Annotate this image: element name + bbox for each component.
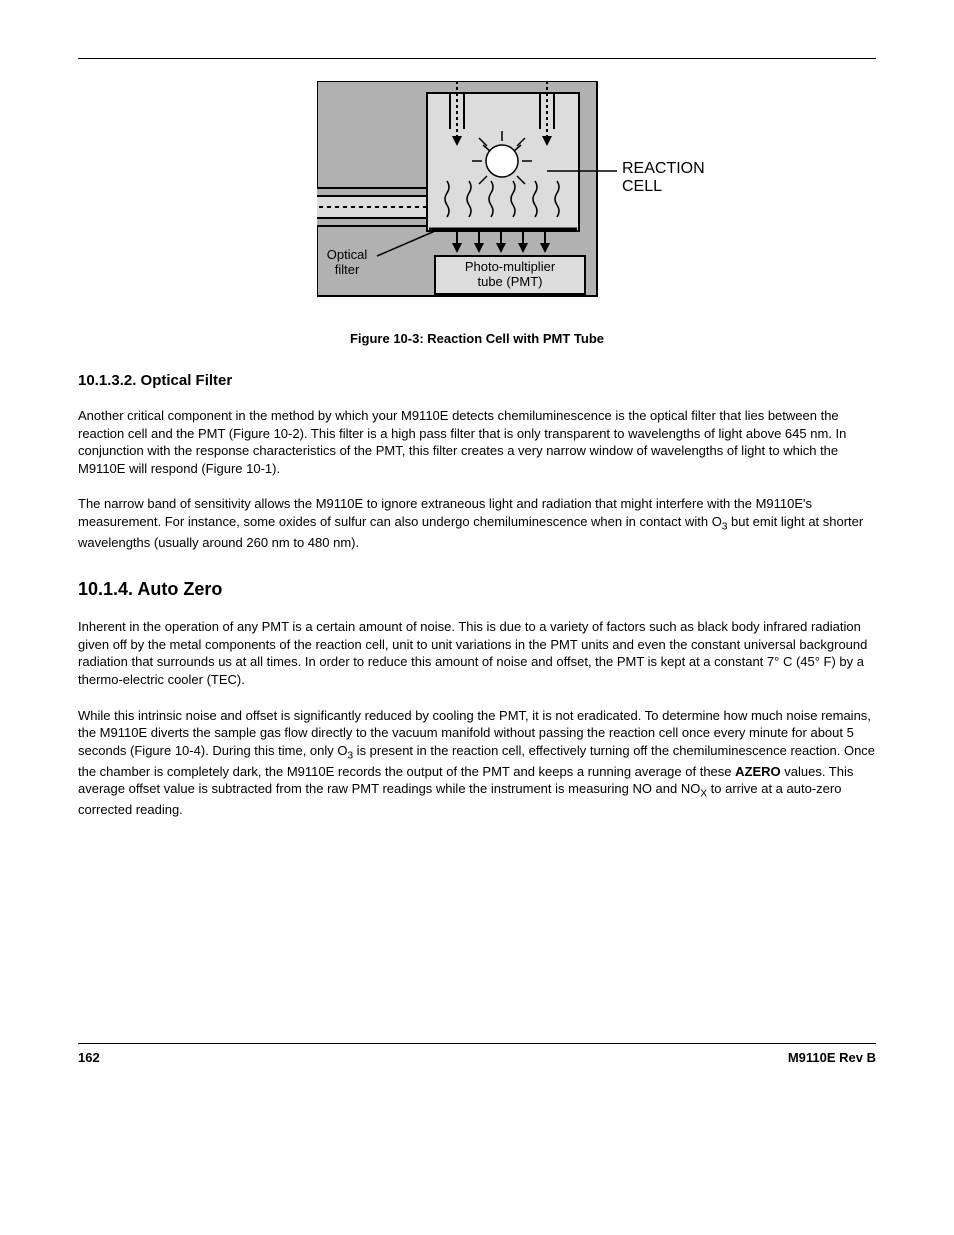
optical-filter-label-2: filter <box>335 262 360 277</box>
footer-rule <box>78 1043 876 1044</box>
doc-id: M9110E Rev B <box>788 1050 876 1065</box>
pmt-label-2: tube (PMT) <box>477 274 542 289</box>
page: Photo-multiplier tube (PMT) REACTION CEL… <box>0 0 954 1235</box>
heading-optical-filter: 10.1.3.2. Optical Filter <box>78 372 876 389</box>
para-autozero-1: Inherent in the operation of any PMT is … <box>78 618 876 688</box>
reaction-cell-label-1: REACTION <box>622 160 705 177</box>
figure-caption: Figure 10-3: Reaction Cell with PMT Tube <box>78 331 876 346</box>
para-optical-2a: The narrow band of sensitivity allows th… <box>78 496 812 529</box>
para-optical-2: The narrow band of sensitivity allows th… <box>78 495 876 551</box>
glow-circle <box>486 145 518 177</box>
figure-diagram: Photo-multiplier tube (PMT) REACTION CEL… <box>317 81 757 306</box>
top-rule <box>78 58 876 59</box>
page-footer: 162 M9110E Rev B <box>78 1043 876 1065</box>
reaction-cell-label-2: CELL <box>622 178 662 195</box>
page-number: 162 <box>78 1050 100 1065</box>
figure-container: Photo-multiplier tube (PMT) REACTION CEL… <box>78 81 876 311</box>
para-optical-1: Another critical component in the method… <box>78 407 876 477</box>
para-az-bold: AZERO <box>735 764 781 779</box>
heading-auto-zero: 10.1.4. Auto Zero <box>78 579 876 600</box>
optical-filter-label-1: Optical <box>327 247 368 262</box>
para-autozero-2: While this intrinsic noise and offset is… <box>78 707 876 819</box>
pmt-label-1: Photo-multiplier <box>465 259 556 274</box>
reaction-cell-diagram: Photo-multiplier tube (PMT) REACTION CEL… <box>317 81 757 306</box>
